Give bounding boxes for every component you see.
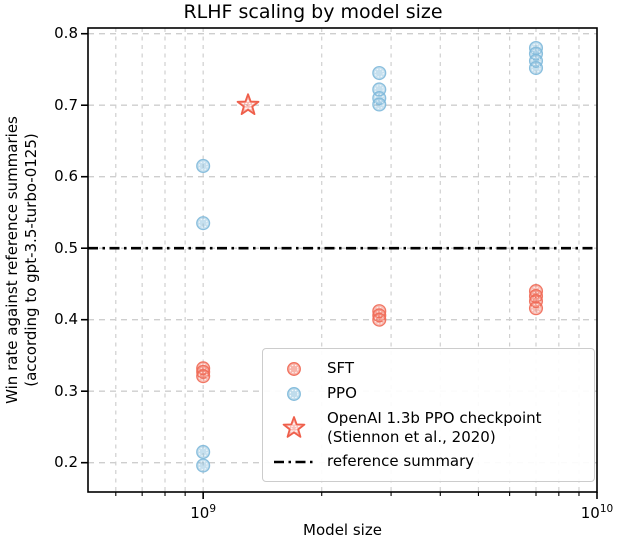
data-point-sft [372, 308, 387, 323]
data-point-ppo-ring [374, 93, 384, 103]
sft-marker-icon [269, 361, 319, 377]
data-point-sft-ring [198, 363, 208, 373]
y-tick-label: 0.8 [54, 24, 78, 43]
legend-label-sft: SFT [327, 359, 355, 377]
y-tick-label: 0.3 [54, 381, 78, 400]
data-point-sft-ring [531, 303, 541, 313]
data-point-ppo [196, 158, 211, 174]
legend-item-sft: SFT [269, 356, 590, 381]
data-point-ppo [528, 60, 544, 76]
y-tick-label: 0.5 [54, 238, 78, 257]
data-point-ppo-ring [531, 63, 541, 73]
data-point-ppo-ring [374, 68, 384, 78]
star-checkpoint-marker [236, 93, 260, 116]
reference-line-icon [269, 459, 319, 465]
data-point-sft [528, 301, 544, 316]
x-tick-label: 109 [190, 503, 217, 522]
legend-label-reference: reference summary [327, 452, 475, 470]
data-point-sft [196, 369, 211, 384]
data-point-sft-ring [198, 371, 208, 381]
data-point-ppo-ring [374, 84, 384, 95]
data-point-ppo-ring [198, 460, 208, 471]
legend-item-ppo: PPO [269, 381, 590, 406]
x-axis-label: Model size [303, 521, 382, 539]
data-point-sft [196, 361, 211, 376]
ppo-marker-icon [269, 386, 319, 402]
openai-checkpoint-star-icon [269, 415, 319, 441]
legend-item-openai-checkpoint: OpenAI 1.3b PPO checkpoint (Stiennon et … [269, 406, 590, 449]
data-point-ppo [372, 97, 387, 112]
y-tick-label: 0.7 [54, 95, 78, 114]
data-point-sft-ring [374, 315, 384, 325]
data-point-ppo-ring [198, 447, 208, 457]
data-point-ppo [196, 444, 211, 460]
y-axis-label-line2: (according to gpt-3.5-turbo-0125) [22, 133, 40, 387]
y-axis-label-line1: Win rate against reference summaries [3, 116, 21, 404]
data-point-ppo-ring [531, 49, 541, 59]
data-point-ppo-ring [531, 56, 541, 66]
data-point-ppo-ring [374, 99, 384, 110]
data-point-sft [528, 294, 544, 309]
legend-label-openai-line2: (Stiennon et al., 2020) [327, 427, 496, 446]
data-point-ppo [196, 216, 211, 231]
y-tick-label: 0.6 [54, 167, 78, 186]
chart-title: RLHF scaling by model size [183, 1, 443, 23]
y-tick-label: 0.4 [54, 310, 78, 329]
data-point-ppo-ring [198, 161, 208, 171]
data-point-ppo-ring [198, 218, 208, 228]
legend-label-openai-line1: OpenAI 1.3b PPO checkpoint [327, 408, 542, 427]
x-tick-label: 1010 [580, 503, 614, 522]
data-point-sft [372, 312, 387, 327]
y-axis-label: Win rate against reference summaries (ac… [3, 28, 43, 492]
legend-label-ppo: PPO [327, 384, 357, 402]
data-point-ppo [372, 65, 387, 81]
legend: SFT PPO OpenAI 1.3b PPO checkpoint (Stie… [262, 348, 595, 482]
data-point-ppo [528, 53, 544, 68]
y-tick-label: 0.2 [54, 453, 78, 472]
data-point-sft-ring [531, 296, 541, 306]
data-point-ppo [528, 46, 544, 61]
plot-border [87, 27, 598, 493]
data-point-ppo [196, 458, 211, 473]
data-point-sft [196, 364, 211, 379]
legend-item-reference: reference summary [269, 449, 590, 474]
